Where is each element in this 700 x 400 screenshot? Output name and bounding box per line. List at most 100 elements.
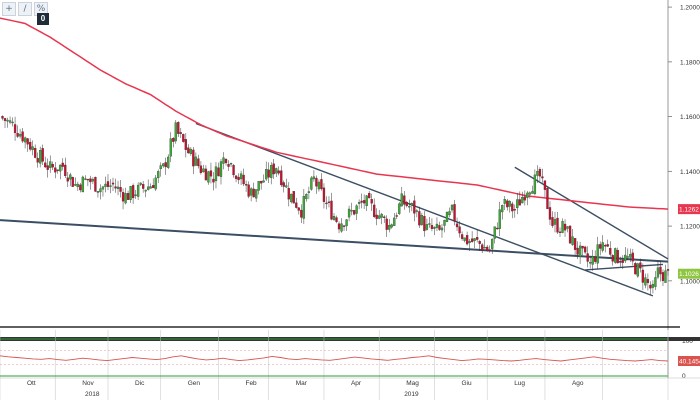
candle-body [287, 188, 290, 200]
candle-body [162, 163, 165, 167]
candle-body [159, 165, 162, 170]
candle-body [121, 192, 125, 202]
candle-body [566, 226, 569, 229]
candle-body [576, 247, 579, 255]
candle-body [483, 247, 486, 249]
candle-body [428, 223, 431, 225]
candle-body [234, 175, 238, 179]
candle-body [458, 226, 461, 234]
candle-body [189, 148, 193, 155]
candle-body [44, 162, 47, 168]
candle-body [463, 237, 466, 241]
pencil-icon[interactable]: / [18, 2, 32, 16]
candle-body [116, 186, 120, 189]
candle-body [589, 262, 592, 264]
year-label: 2018 [85, 391, 100, 398]
candle-body [41, 148, 44, 162]
candle-body [8, 120, 12, 123]
candle-body [139, 182, 142, 185]
candle-body [147, 186, 150, 190]
candle-body [187, 147, 190, 154]
candle-body [124, 193, 127, 204]
candle-body [154, 177, 157, 190]
candle-body [297, 207, 300, 211]
candle-body [56, 169, 59, 171]
month-label: Ott [27, 380, 36, 387]
candle-body [568, 225, 572, 244]
candle-body [380, 213, 383, 218]
candle-body [39, 150, 42, 164]
candle-body [179, 132, 182, 134]
candle-body [320, 179, 323, 190]
candle-body [347, 208, 351, 218]
month-label: Gen [188, 380, 201, 387]
candle-body [659, 266, 662, 275]
month-label: Nov [82, 380, 94, 387]
candle-body [31, 146, 34, 151]
candle-body [157, 171, 160, 179]
candle-body [599, 244, 602, 249]
candle-body [453, 204, 456, 222]
candle-body [594, 256, 597, 262]
candle-body [104, 183, 107, 187]
candle-body [26, 138, 29, 145]
month-label: Lug [514, 380, 525, 387]
candle-body [503, 199, 506, 204]
crosshair-icon[interactable]: + [2, 2, 16, 16]
candle-body [470, 238, 474, 242]
candle-body [23, 137, 27, 143]
candle-body [219, 161, 223, 177]
candle-body [322, 187, 326, 202]
candle-body [536, 170, 539, 176]
candle-body [114, 186, 117, 189]
candle-body [310, 177, 313, 190]
candle-body [109, 185, 112, 187]
candle-body [455, 223, 459, 228]
candle-body [315, 177, 318, 187]
candle-body [664, 270, 667, 283]
candle-body [481, 244, 484, 251]
candle-body [350, 210, 353, 212]
candle-body [209, 170, 213, 177]
candle-body [212, 178, 215, 183]
candle-body [332, 216, 336, 220]
candle-body [403, 195, 406, 205]
candle-body [262, 180, 265, 183]
candle-body [84, 178, 87, 180]
candle-body [438, 225, 441, 230]
candle-body [430, 225, 434, 229]
candle-body [184, 139, 187, 150]
candle-body [388, 225, 391, 230]
candle-body [450, 204, 454, 211]
candle-body [656, 267, 660, 278]
candle-body [478, 240, 481, 244]
candle-body [563, 223, 567, 231]
candle-body [400, 193, 403, 207]
candle-body [129, 186, 132, 200]
candle-body [413, 200, 416, 214]
candle-body [6, 119, 9, 122]
candle-body [282, 182, 285, 187]
candle-body [79, 184, 82, 191]
trendline [195, 122, 654, 297]
candle-body [440, 227, 444, 231]
candle-body [634, 263, 637, 275]
candle-body [64, 164, 67, 177]
candle-body [249, 188, 253, 196]
month-label: Dic [135, 380, 145, 387]
drawing-toolbar: + / % [2, 2, 48, 16]
candle-body [393, 217, 396, 226]
candle-body [496, 227, 499, 230]
candle-body [327, 201, 331, 203]
candle-body [265, 169, 268, 180]
candle-body [385, 218, 388, 230]
candle-body [167, 156, 170, 168]
candle-body [21, 131, 24, 142]
candle-body [639, 262, 642, 269]
candle-body [533, 174, 537, 195]
candle-body [526, 192, 529, 198]
candle-body [435, 223, 439, 228]
candle-body [591, 256, 594, 265]
candle-body [365, 195, 368, 207]
